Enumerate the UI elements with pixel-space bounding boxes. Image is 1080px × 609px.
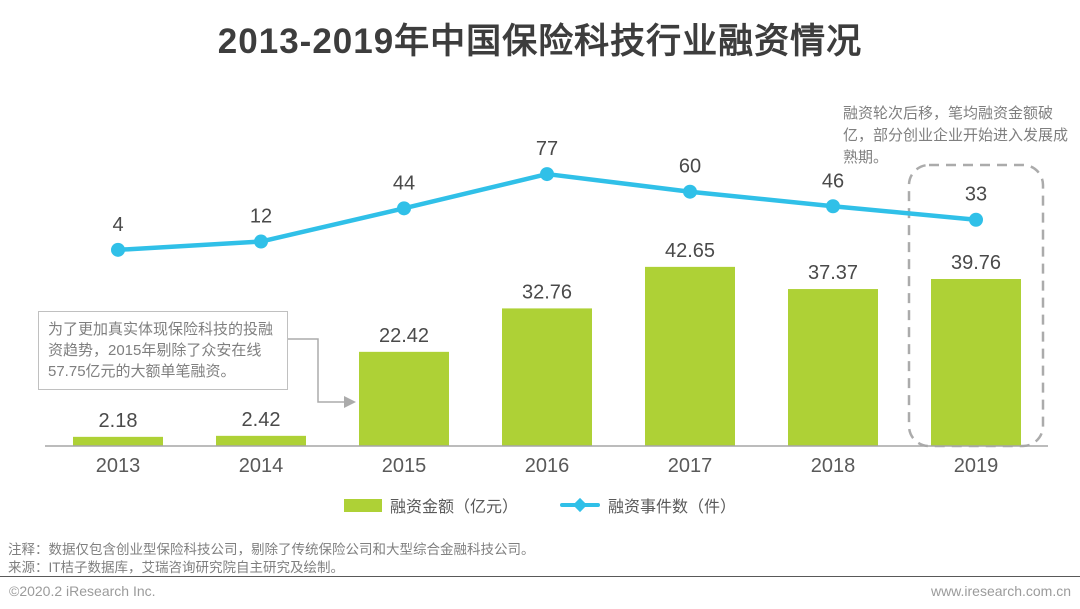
- legend-item-bar: 融资金额（亿元）: [343, 493, 518, 517]
- line-point-2013: [111, 242, 125, 257]
- callout-connector: [288, 338, 344, 403]
- line-point-2019: [969, 212, 983, 227]
- bar-value-2013: 2.18: [99, 410, 138, 432]
- line-value-2018: 46: [822, 170, 844, 192]
- bar-value-2018: 37.37: [808, 262, 858, 284]
- x-tick-2013: 2013: [96, 455, 141, 477]
- footer: ©2020.2 iResearch Inc. www.iresearch.com…: [0, 583, 1080, 599]
- x-tick-2018: 2018: [811, 455, 856, 477]
- bar-swatch-icon: [343, 498, 382, 512]
- bar-2014: [216, 435, 306, 446]
- bar-2019: [931, 279, 1021, 446]
- bar-2017: [645, 266, 735, 446]
- line-point-2016: [540, 167, 554, 182]
- line-value-2013: 4: [112, 214, 123, 236]
- line-point-2018: [826, 199, 840, 214]
- legend: 融资金额（亿元） 融资事件数（件）: [0, 493, 1080, 517]
- x-tick-2019: 2019: [954, 455, 999, 477]
- line-value-2017: 60: [679, 156, 701, 178]
- legend-item-line: 融资事件数（件）: [560, 493, 736, 517]
- bar-value-2015: 22.42: [379, 325, 429, 347]
- callout-box: 为了更加真实体现保险科技的投融资趋势，2015年剔除了众安在线57.75亿元的大…: [38, 311, 288, 390]
- chart-notes: 注释：数据仅包含创业型保险科技公司，剔除了传统保险公司和大型综合金融科技公司。 …: [8, 541, 535, 576]
- line-diamond-icon: [560, 497, 600, 513]
- bar-value-2017: 42.65: [665, 240, 715, 262]
- bar-value-2019: 39.76: [951, 252, 1001, 274]
- legend-label-bar: 融资金额（亿元）: [389, 499, 518, 516]
- bar-2018: [788, 289, 878, 446]
- bar-2013: [73, 436, 163, 446]
- page-title: 2013-2019年中国保险科技行业融资情况: [217, 22, 863, 61]
- x-tick-2015: 2015: [382, 455, 427, 477]
- line-point-2017: [683, 184, 697, 199]
- line-point-2015: [397, 201, 411, 216]
- line-value-2014: 12: [250, 206, 272, 228]
- bar-value-2014: 2.42: [242, 409, 281, 431]
- legend-label-line: 融资事件数（件）: [608, 499, 737, 516]
- line-point-2014: [254, 234, 268, 249]
- x-tick-2014: 2014: [239, 455, 284, 477]
- events-line: [115, 171, 979, 253]
- source-line: 来源：IT桔子数据库，艾瑞咨询研究院自主研究及绘制。: [8, 559, 344, 575]
- bar-2015: [359, 351, 449, 446]
- x-tick-2016: 2016: [525, 455, 570, 477]
- financing-chart: 2.18 2.42 22.42 32.76 42.65 37.37 39.76 4 12 44 77…: [45, 138, 1048, 477]
- footer-copyright: ©2020.2 iResearch Inc.: [9, 583, 156, 599]
- footer-divider: [0, 576, 1080, 577]
- callout-arrow-icon: [344, 396, 356, 408]
- line-value-2019: 33: [965, 184, 987, 206]
- annotation-top-right: 融资轮次后移，笔均融资金额破亿，部分创业企业开始进入发展成熟期。: [843, 105, 1069, 166]
- line-value-2016: 77: [536, 138, 558, 160]
- bar-value-2016: 32.76: [522, 281, 572, 303]
- note-line: 注释：数据仅包含创业型保险科技公司，剔除了传统保险公司和大型综合金融科技公司。: [8, 542, 535, 557]
- x-tick-2017: 2017: [668, 455, 713, 477]
- bar-2016: [502, 308, 592, 446]
- line-value-2015: 44: [393, 172, 415, 194]
- footer-url: www.iresearch.com.cn: [930, 583, 1071, 599]
